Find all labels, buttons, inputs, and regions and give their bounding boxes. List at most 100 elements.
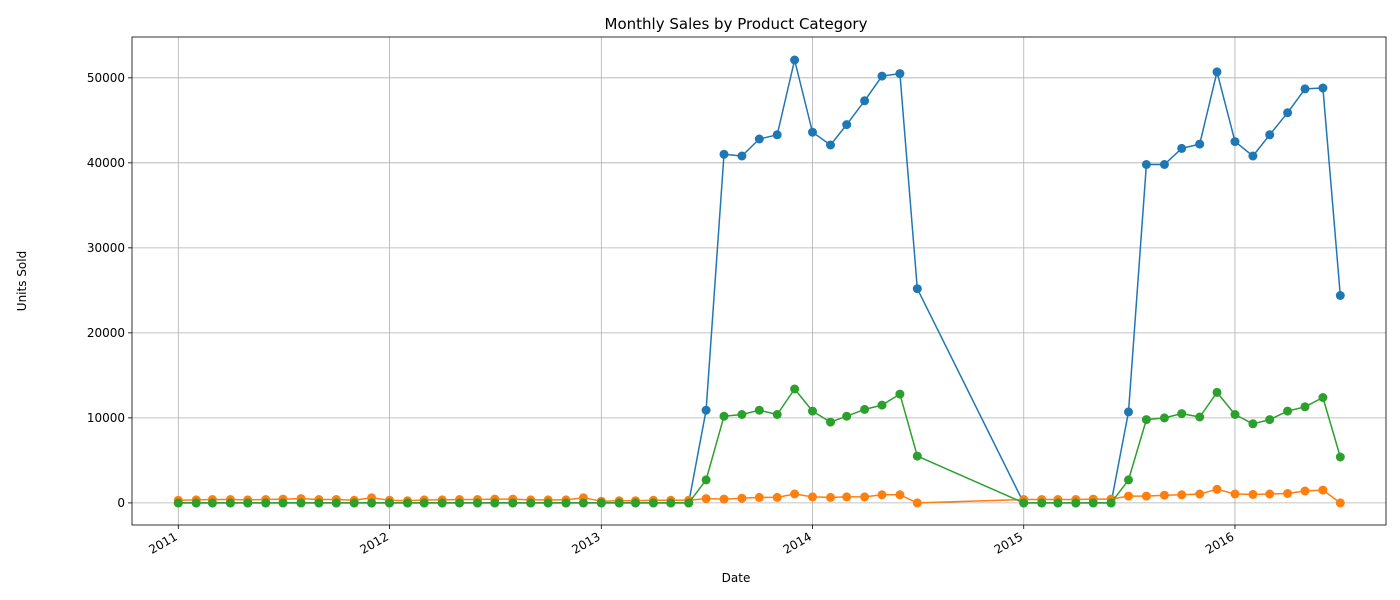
data-point (826, 417, 835, 427)
data-point (860, 492, 870, 502)
data-point (1283, 489, 1293, 498)
data-point (191, 498, 201, 508)
data-point (1071, 498, 1081, 508)
data-point (826, 140, 835, 150)
data-point (1300, 402, 1310, 412)
data-point (455, 498, 464, 508)
data-point (490, 498, 500, 508)
data-point (631, 498, 640, 508)
data-point (790, 384, 800, 394)
series-3 (173, 384, 1345, 508)
data-point (895, 490, 905, 500)
ticks: 2011 2012 2013 2014 2015 2016 0 10000 20000 30000… (87, 71, 1237, 557)
data-point (419, 498, 429, 508)
data-point (385, 498, 394, 508)
data-point (278, 498, 288, 508)
data-point (701, 494, 711, 504)
data-point (1177, 490, 1187, 500)
data-point (666, 498, 676, 508)
data-point (1318, 485, 1328, 495)
data-point (225, 498, 235, 508)
data-point (1159, 490, 1169, 500)
x-axis-label: Date (722, 571, 751, 585)
data-point (895, 69, 905, 79)
y-tick-label: 10000 (87, 411, 125, 425)
data-point (578, 498, 588, 508)
data-point (1124, 491, 1133, 501)
data-point (1195, 139, 1205, 149)
y-tick-label: 0 (117, 496, 125, 510)
data-point (1335, 291, 1345, 300)
data-point (754, 134, 764, 144)
data-point (1088, 498, 1098, 508)
data-point (1141, 415, 1151, 425)
data-point (912, 498, 922, 508)
grid (132, 37, 1386, 525)
data-point (403, 498, 412, 508)
y-tick-label: 50000 (87, 71, 125, 85)
data-point (173, 498, 183, 508)
data-point (349, 498, 359, 508)
x-tick-label: 2014 (781, 529, 814, 556)
data-point (1300, 84, 1310, 94)
data-point (842, 120, 852, 130)
data-point (1230, 489, 1240, 499)
data-point (1248, 489, 1258, 499)
data-point (1212, 387, 1222, 397)
data-point (912, 451, 922, 461)
data-point (1053, 498, 1063, 508)
data-point (754, 405, 764, 415)
data-point (1283, 108, 1293, 118)
data-point (296, 498, 306, 508)
data-point (1335, 452, 1345, 462)
data-point (1195, 412, 1205, 422)
data-point (614, 498, 624, 508)
data-point (826, 492, 835, 502)
data-point (367, 498, 377, 508)
data-point (877, 400, 887, 410)
data-point (895, 389, 905, 399)
data-point (331, 498, 341, 508)
data-point (842, 411, 852, 421)
data-point (207, 498, 217, 508)
data-point (1212, 67, 1222, 77)
data-point (1230, 410, 1240, 419)
series-line (178, 59, 1342, 504)
data-point (473, 498, 482, 508)
data-point (1195, 489, 1205, 499)
data-point (1141, 160, 1151, 169)
data-point (1318, 83, 1328, 93)
y-tick-label: 20000 (87, 326, 125, 340)
data-point (860, 404, 870, 414)
y-tick-label: 40000 (87, 156, 125, 170)
data-point (314, 498, 324, 508)
data-point (508, 498, 518, 508)
y-tick-label: 30000 (87, 241, 125, 255)
data-point (596, 498, 606, 508)
data-point (1212, 484, 1222, 494)
plot-frame (131, 36, 1387, 526)
data-point (808, 127, 817, 137)
x-tick-label: 2013 (569, 529, 602, 556)
series-2 (173, 484, 1345, 508)
data-point (860, 96, 870, 106)
data-point (1124, 407, 1133, 417)
data-point (1159, 160, 1169, 169)
data-point (701, 475, 711, 485)
data-point (543, 498, 553, 508)
data-point (648, 498, 658, 508)
data-point (1248, 151, 1258, 161)
data-point (808, 492, 817, 502)
data-point (1265, 130, 1275, 140)
data-point (243, 498, 253, 508)
data-point (1283, 406, 1293, 416)
data-point (1124, 475, 1133, 485)
x-tick-label: 2012 (358, 529, 391, 556)
data-point (772, 130, 782, 140)
data-point (772, 492, 782, 502)
data-point (790, 489, 800, 499)
data-point (1265, 415, 1275, 425)
data-point (737, 493, 747, 503)
data-point (261, 498, 271, 508)
